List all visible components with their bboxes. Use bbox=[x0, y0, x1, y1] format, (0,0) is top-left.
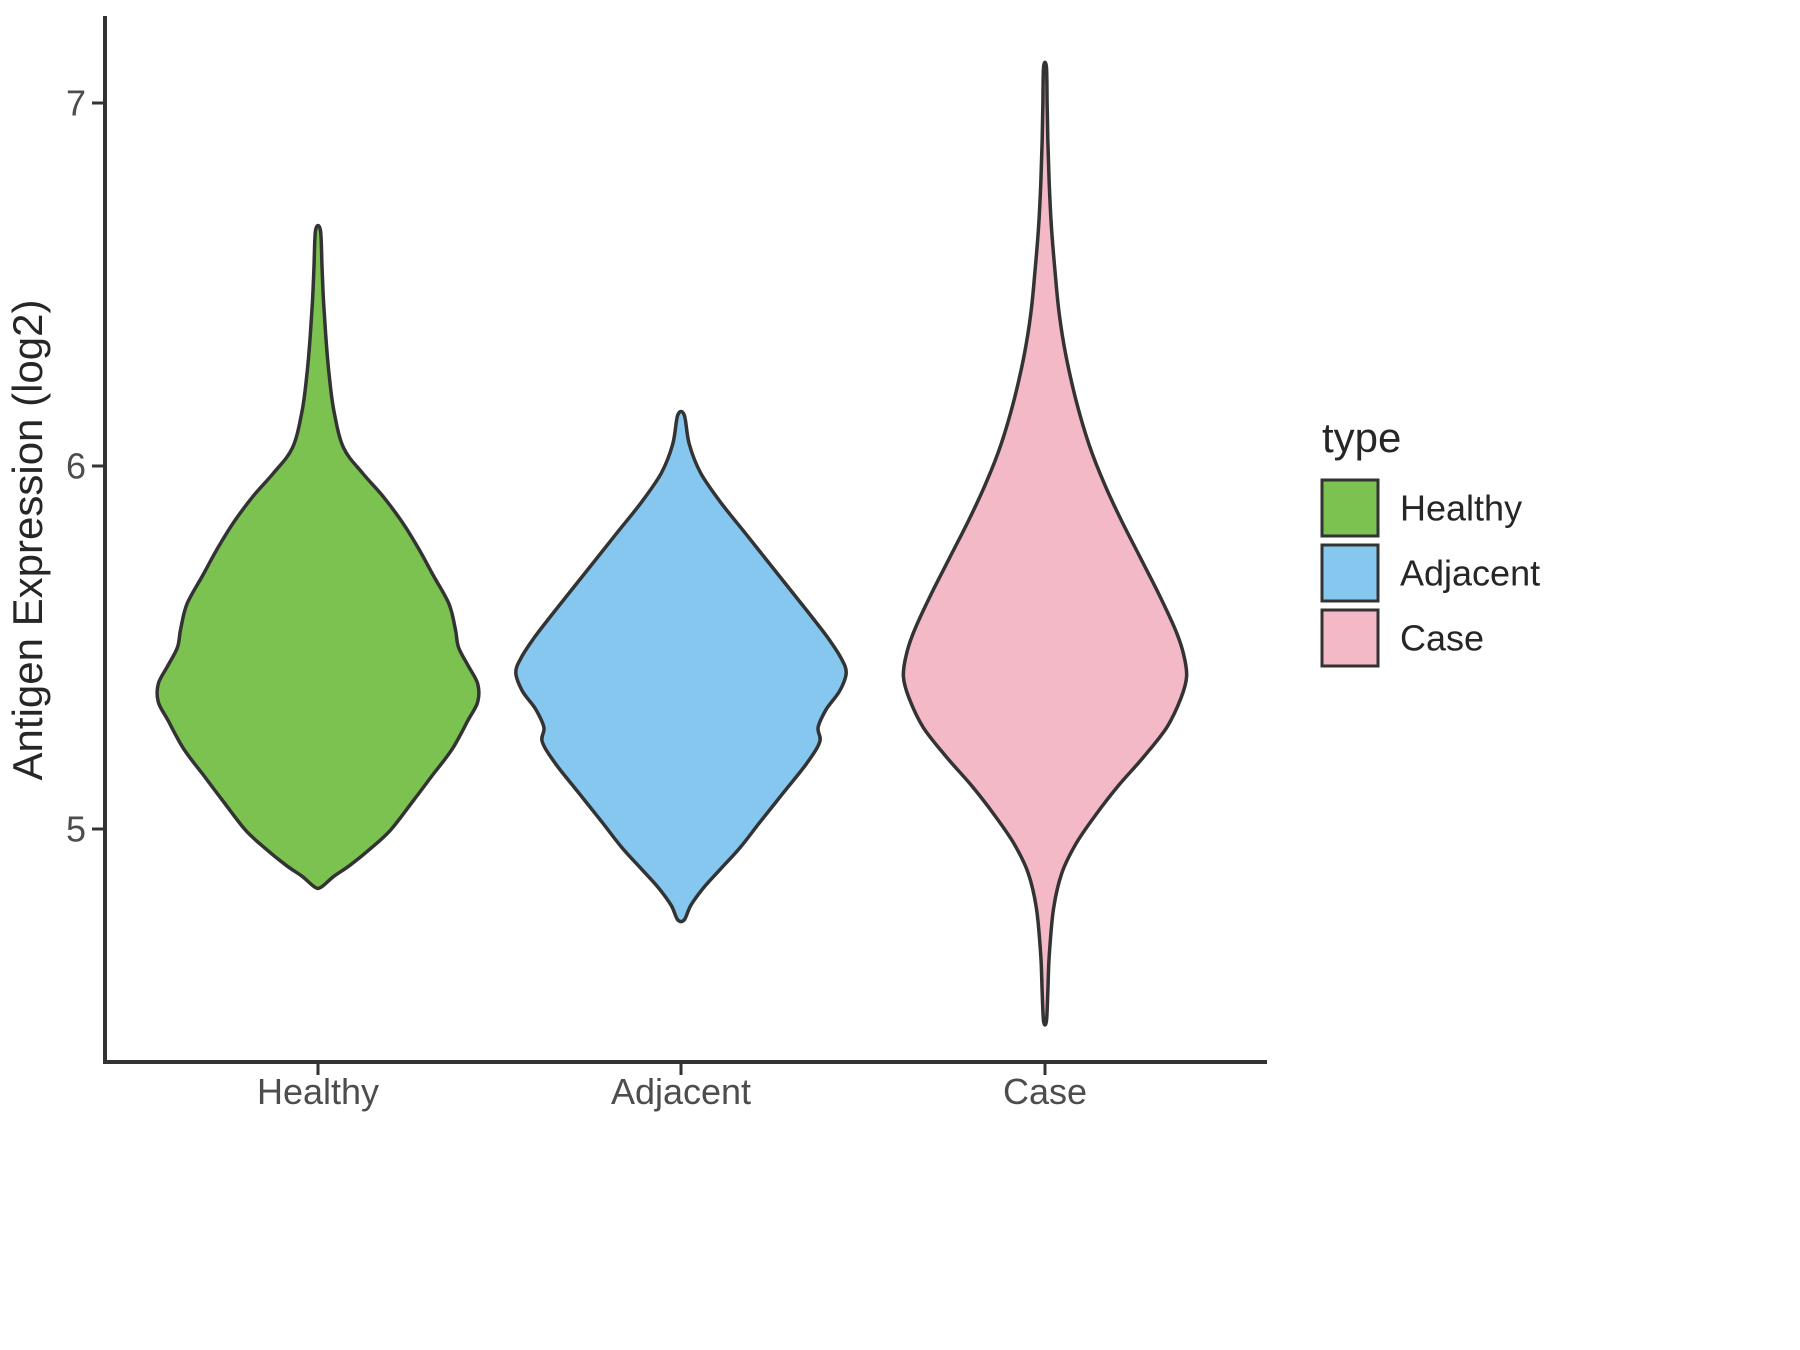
legend: type Healthy Adjacent Case bbox=[1320, 414, 1540, 668]
legend-label-adjacent: Adjacent bbox=[1400, 553, 1540, 594]
legend-title: type bbox=[1322, 414, 1401, 461]
x-tick-label-case: Case bbox=[1003, 1071, 1087, 1112]
y-tick-label-5: 5 bbox=[66, 809, 86, 850]
violin-adjacent bbox=[514, 409, 848, 924]
legend-swatch-adjacent bbox=[1320, 543, 1380, 603]
legend-swatch-case bbox=[1320, 608, 1380, 668]
violin-case bbox=[901, 60, 1189, 1027]
legend-label-case: Case bbox=[1400, 618, 1484, 659]
violin-healthy bbox=[155, 223, 481, 891]
legend-swatch-healthy bbox=[1320, 478, 1380, 538]
legend-label-healthy: Healthy bbox=[1400, 488, 1522, 529]
y-tick-label-7: 7 bbox=[66, 83, 86, 124]
x-tick-marks bbox=[316, 1062, 1047, 1075]
y-axis-title: Antigen Expression (log2) bbox=[4, 300, 51, 781]
y-tick-label-6: 6 bbox=[66, 446, 86, 487]
y-tick-marks bbox=[92, 101, 105, 831]
x-tick-label-healthy: Healthy bbox=[257, 1071, 379, 1112]
x-tick-label-adjacent: Adjacent bbox=[611, 1071, 751, 1112]
violins-layer bbox=[155, 60, 1189, 1027]
